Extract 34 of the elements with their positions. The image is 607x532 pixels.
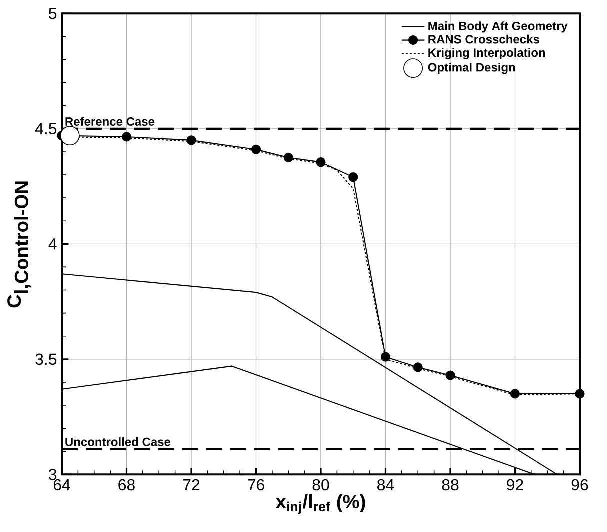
point — [251, 144, 262, 154]
y-tick-label: 3 — [49, 468, 57, 480]
x-tick-label: 92 — [507, 479, 524, 491]
y-axis-title: $\textbf{C}_{\textbf{l,Control-ON}}$ — [8, 182, 32, 308]
y-tick-label: 4 — [48, 238, 57, 250]
ref-line-label: Reference Case — [66, 117, 155, 126]
x-tick-label: 84 — [378, 479, 394, 491]
point — [446, 370, 456, 380]
point — [316, 158, 326, 168]
x-tick-label: 72 — [183, 479, 200, 491]
legend-label: RANS Crosschecks — [428, 34, 540, 44]
y-tick-label: 4.5 — [35, 123, 57, 134]
ref-line-label: Uncontrolled Case — [66, 438, 171, 446]
x-tick-label: 76 — [248, 479, 264, 491]
point — [60, 126, 80, 146]
point — [122, 132, 132, 142]
point — [284, 152, 294, 163]
y-tick-label: 3.5 — [36, 354, 57, 366]
x-tick-label: 68 — [118, 479, 135, 491]
point — [380, 352, 391, 362]
legend-label: Main Body Aft Geometry — [428, 22, 568, 33]
point — [510, 389, 520, 399]
x-tick-label: 96 — [572, 479, 588, 491]
x-tick-label: 88 — [442, 479, 459, 491]
x-axis-title: x$_{inj}$/l$_{ref}$ (%) — [276, 494, 366, 514]
point — [575, 389, 585, 399]
legend-label: Kriging Interpolation — [428, 48, 546, 60]
point — [413, 362, 423, 372]
x-tick-label: 80 — [312, 479, 330, 491]
y-tick-label: 5 — [49, 8, 57, 20]
legend-label: Optimal Design — [428, 62, 516, 74]
x-tick-label: 64 — [54, 479, 70, 491]
point — [348, 172, 358, 182]
point — [186, 136, 196, 146]
